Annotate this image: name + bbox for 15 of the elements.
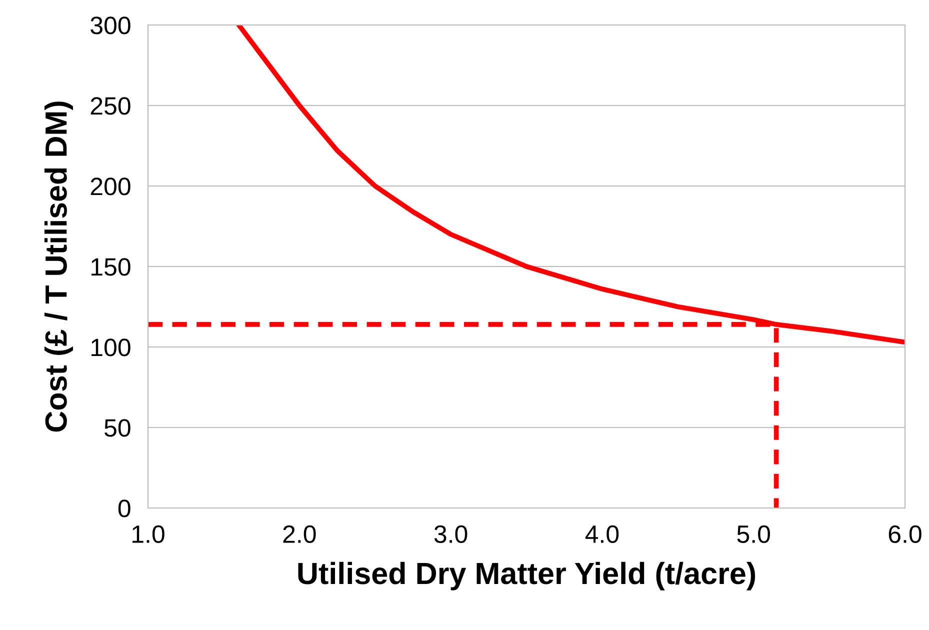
x-tick-label: 3.0 [434, 525, 468, 544]
y-tick-label: 150 [92, 258, 130, 276]
y-tick-label: 50 [104, 419, 130, 437]
x-tick-label: 1.0 [132, 525, 164, 544]
x-tick-label: 5.0 [737, 525, 770, 544]
y-tick-label: 250 [90, 97, 130, 115]
x-tick-label: 4.0 [585, 525, 619, 544]
y-tick-label: 0 [118, 500, 130, 518]
x-axis-title: Utilised Dry Matter Yield (t/acre) [298, 562, 756, 590]
y-axis-title: Cost (£ / T Utilised DM) [44, 102, 73, 432]
x-tick-label: 2.0 [283, 525, 316, 544]
y-tick-label: 200 [90, 178, 130, 196]
y-tick-label: 300 [90, 16, 130, 34]
y-tick-label: 100 [92, 338, 130, 356]
x-tick-label: 6.0 [888, 525, 922, 544]
